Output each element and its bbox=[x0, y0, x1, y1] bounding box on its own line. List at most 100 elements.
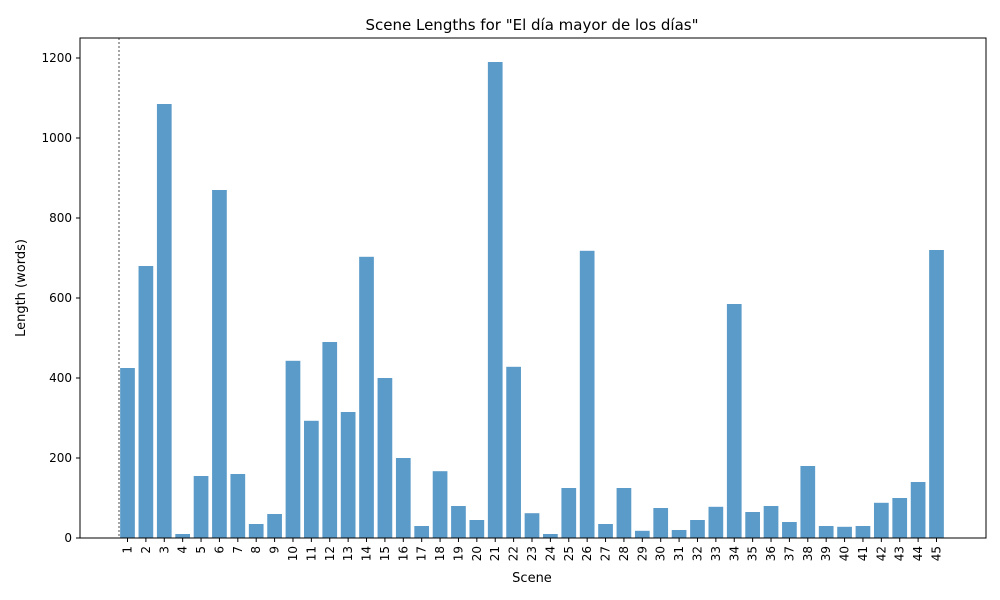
x-tick-label: 39 bbox=[819, 546, 833, 561]
x-tick-label: 31 bbox=[672, 546, 686, 561]
bar bbox=[248, 524, 264, 538]
bars-group bbox=[120, 62, 944, 539]
y-axis-ticks: 0 200 400 600 800 1000 1200 bbox=[41, 51, 80, 545]
x-tick-label: 40 bbox=[838, 546, 852, 561]
chart-title: Scene Lengths for "El día mayor de los d… bbox=[365, 16, 698, 34]
x-tick-label: 6 bbox=[212, 546, 226, 554]
x-tick-label: 36 bbox=[764, 546, 778, 561]
bar bbox=[359, 256, 374, 538]
bar bbox=[800, 466, 816, 538]
x-tick-label: 5 bbox=[194, 546, 208, 554]
bar bbox=[929, 250, 944, 538]
x-tick-label: 19 bbox=[451, 546, 465, 561]
x-tick-label: 22 bbox=[507, 546, 521, 561]
x-tick-label: 13 bbox=[341, 546, 355, 561]
x-tick-label: 9 bbox=[268, 546, 282, 554]
bar bbox=[579, 250, 595, 539]
x-tick-label: 24 bbox=[543, 546, 557, 561]
x-tick-label: 34 bbox=[727, 546, 741, 561]
x-tick-label: 7 bbox=[231, 546, 245, 554]
x-tick-label: 14 bbox=[360, 546, 374, 561]
bar bbox=[708, 506, 724, 538]
x-tick-label: 32 bbox=[690, 546, 704, 561]
x-tick-label: 28 bbox=[617, 546, 631, 561]
bar bbox=[763, 506, 779, 538]
bar bbox=[414, 526, 430, 538]
x-tick-label: 12 bbox=[323, 546, 337, 561]
x-tick-label: 27 bbox=[599, 546, 613, 561]
bar bbox=[837, 526, 852, 538]
x-tick-label: 44 bbox=[911, 546, 925, 561]
bar bbox=[524, 513, 540, 538]
x-tick-label: 4 bbox=[176, 546, 190, 554]
bar bbox=[892, 498, 908, 538]
bar bbox=[377, 378, 393, 538]
bar bbox=[469, 520, 485, 538]
x-tick-label: 25 bbox=[562, 546, 576, 561]
x-tick-label: 8 bbox=[249, 546, 263, 554]
bar bbox=[745, 512, 760, 538]
bar bbox=[561, 488, 577, 538]
x-tick-label: 38 bbox=[801, 546, 815, 561]
x-tick-label: 26 bbox=[580, 546, 594, 561]
bar bbox=[230, 474, 246, 538]
x-tick-label: 30 bbox=[654, 546, 668, 561]
bar bbox=[322, 342, 338, 538]
y-tick-label: 200 bbox=[49, 451, 72, 465]
bar bbox=[726, 304, 742, 538]
y-tick-label: 400 bbox=[49, 371, 72, 385]
bar bbox=[267, 514, 282, 538]
bar bbox=[910, 482, 926, 538]
bar bbox=[340, 412, 356, 538]
bar bbox=[432, 471, 448, 538]
x-tick-label: 37 bbox=[782, 546, 796, 561]
y-tick-label: 800 bbox=[49, 211, 72, 225]
x-tick-label: 1 bbox=[121, 546, 135, 554]
x-tick-label: 33 bbox=[709, 546, 723, 561]
bar bbox=[395, 458, 411, 538]
y-tick-label: 600 bbox=[49, 291, 72, 305]
bar bbox=[156, 104, 172, 538]
bar bbox=[616, 488, 632, 538]
bar bbox=[634, 530, 650, 538]
bar bbox=[506, 366, 521, 538]
x-tick-label: 10 bbox=[286, 546, 300, 561]
bar bbox=[138, 266, 154, 538]
bar bbox=[873, 502, 889, 538]
y-axis-label: Length (words) bbox=[14, 239, 29, 337]
y-tick-label: 0 bbox=[64, 531, 72, 545]
x-tick-label: 16 bbox=[396, 546, 410, 561]
x-axis-ticks: 1 2 3 4 5 6 7 8 9 10 11 12 13 14 15 16 17 18 19 20 21 22 23 24 2… bbox=[121, 538, 944, 561]
bar bbox=[285, 360, 301, 538]
x-tick-label: 41 bbox=[856, 546, 870, 561]
bar bbox=[782, 522, 797, 538]
x-tick-label: 21 bbox=[488, 546, 502, 561]
bar bbox=[671, 530, 687, 538]
x-tick-label: 45 bbox=[930, 546, 944, 561]
bar bbox=[451, 506, 466, 538]
bar bbox=[543, 534, 558, 538]
bar bbox=[487, 62, 503, 538]
x-axis-label: Scene bbox=[512, 571, 552, 586]
x-tick-label: 15 bbox=[378, 546, 392, 561]
x-tick-label: 18 bbox=[433, 546, 447, 561]
x-tick-label: 29 bbox=[635, 546, 649, 561]
bar bbox=[212, 190, 227, 538]
x-tick-label: 43 bbox=[893, 546, 907, 561]
x-tick-label: 35 bbox=[746, 546, 760, 561]
bar bbox=[193, 476, 209, 538]
x-tick-label: 23 bbox=[525, 546, 539, 561]
y-tick-label: 1200 bbox=[41, 51, 72, 65]
bar bbox=[120, 368, 135, 538]
x-tick-label: 11 bbox=[304, 546, 318, 561]
x-tick-label: 42 bbox=[874, 546, 888, 561]
x-tick-label: 20 bbox=[470, 546, 484, 561]
bar bbox=[598, 524, 613, 538]
bar bbox=[818, 526, 834, 538]
x-tick-label: 3 bbox=[157, 546, 171, 554]
bar bbox=[304, 420, 319, 538]
bar bbox=[175, 534, 191, 538]
plot-frame bbox=[79, 37, 987, 539]
y-tick-label: 1000 bbox=[41, 131, 72, 145]
bar bbox=[653, 508, 669, 538]
